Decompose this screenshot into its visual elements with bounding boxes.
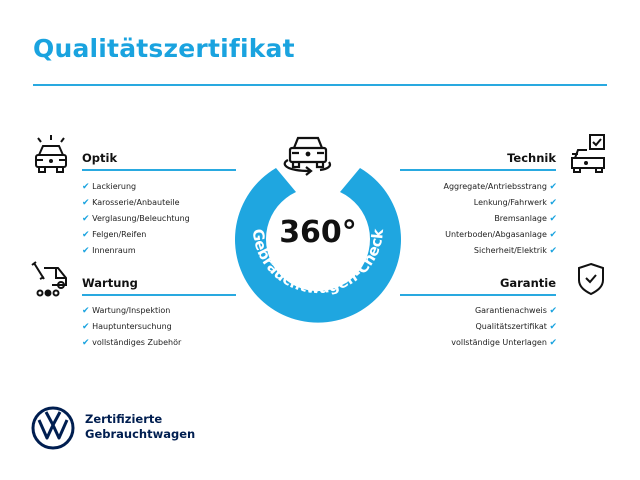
list-item: ✔ Felgen/Reifen bbox=[82, 230, 147, 240]
service-van-icon bbox=[31, 261, 67, 297]
check-icon: ✔ bbox=[82, 198, 90, 208]
page-title: Qualitätszertifikat bbox=[33, 34, 295, 63]
check-icon: ✔ bbox=[82, 338, 90, 348]
list-optik: ✔ Lackierung ✔ Karosserie/Anbauteile ✔ V… bbox=[82, 179, 190, 259]
section-heading-garantie: Garantie bbox=[499, 276, 556, 290]
check-icon: ✔ bbox=[549, 306, 557, 316]
list-wartung: ✔ Wartung/Inspektion ✔ Hauptuntersuchung… bbox=[82, 303, 181, 351]
list-item: Qualitätszertifikat ✔ bbox=[475, 322, 558, 332]
section-heading-optik: Optik bbox=[82, 151, 118, 165]
check-icon: ✔ bbox=[549, 214, 557, 224]
list-item: vollständige Unterlagen ✔ bbox=[451, 338, 557, 348]
section-heading-wartung: Wartung bbox=[82, 276, 138, 290]
ring-arc bbox=[235, 168, 401, 323]
logo-text: Zertifizierte Gebrauchtwagen bbox=[85, 412, 195, 442]
list-item: ✔ Karosserie/Anbauteile bbox=[82, 198, 180, 208]
list-item: Aggregate/Antriebsstrang ✔ bbox=[443, 182, 558, 192]
check-icon: ✔ bbox=[82, 182, 90, 192]
list-item: ✔ vollständiges Zubehör bbox=[82, 338, 182, 348]
check-icon: ✔ bbox=[82, 246, 90, 256]
list-item: Garantienachweis ✔ bbox=[474, 306, 557, 316]
logo-line2: Gebrauchtwagen bbox=[85, 427, 196, 441]
car-checkbox-icon bbox=[571, 134, 605, 173]
list-item: ✔ Lackierung bbox=[82, 182, 137, 192]
car-rotate-icon bbox=[283, 136, 332, 176]
check-icon: ✔ bbox=[549, 198, 557, 208]
list-garantie: Garantienachweis ✔ Qualitätszertifikat ✔… bbox=[451, 303, 557, 351]
check-icon: ✔ bbox=[549, 230, 557, 240]
divider-wartung bbox=[82, 294, 236, 296]
check-icon: ✔ bbox=[82, 230, 90, 240]
list-item: Unterboden/Abgasanlage ✔ bbox=[445, 230, 557, 240]
list-item: ✔ Verglasung/Beleuchtung bbox=[82, 214, 190, 224]
check-icon: ✔ bbox=[549, 322, 557, 332]
list-item: Lenkung/Fahrwerk ✔ bbox=[473, 198, 557, 208]
vw-logo bbox=[31, 406, 75, 450]
list-item: ✔ Wartung/Inspektion bbox=[82, 306, 171, 316]
list-item: ✔ Innenraum bbox=[82, 246, 136, 256]
list-item: ✔ Hauptuntersuchung bbox=[82, 322, 172, 332]
check-icon: ✔ bbox=[82, 214, 90, 224]
list-item: Bremsanlage ✔ bbox=[494, 214, 557, 224]
section-heading-technik: Technik bbox=[507, 151, 556, 165]
title-divider bbox=[33, 84, 607, 86]
check-icon: ✔ bbox=[82, 322, 90, 332]
check-icon: ✔ bbox=[549, 338, 557, 348]
list-technik: Aggregate/Antriebsstrang ✔ Lenkung/Fahrw… bbox=[444, 179, 558, 259]
check-icon: ✔ bbox=[549, 246, 557, 256]
check-360-badge: Gebrauchtwagen-Check 360° bbox=[235, 136, 401, 323]
divider-optik bbox=[82, 169, 236, 171]
check-icon: ✔ bbox=[549, 182, 557, 192]
divider-garantie bbox=[400, 294, 556, 296]
degrees-label: 360° bbox=[279, 215, 357, 250]
car-lights-icon bbox=[35, 135, 67, 173]
divider-technik bbox=[400, 169, 556, 171]
logo-line1: Zertifizierte bbox=[85, 412, 163, 426]
check-icon: ✔ bbox=[82, 306, 90, 316]
list-item: Sicherheit/Elektrik ✔ bbox=[473, 246, 557, 256]
shield-check-icon bbox=[578, 262, 604, 296]
